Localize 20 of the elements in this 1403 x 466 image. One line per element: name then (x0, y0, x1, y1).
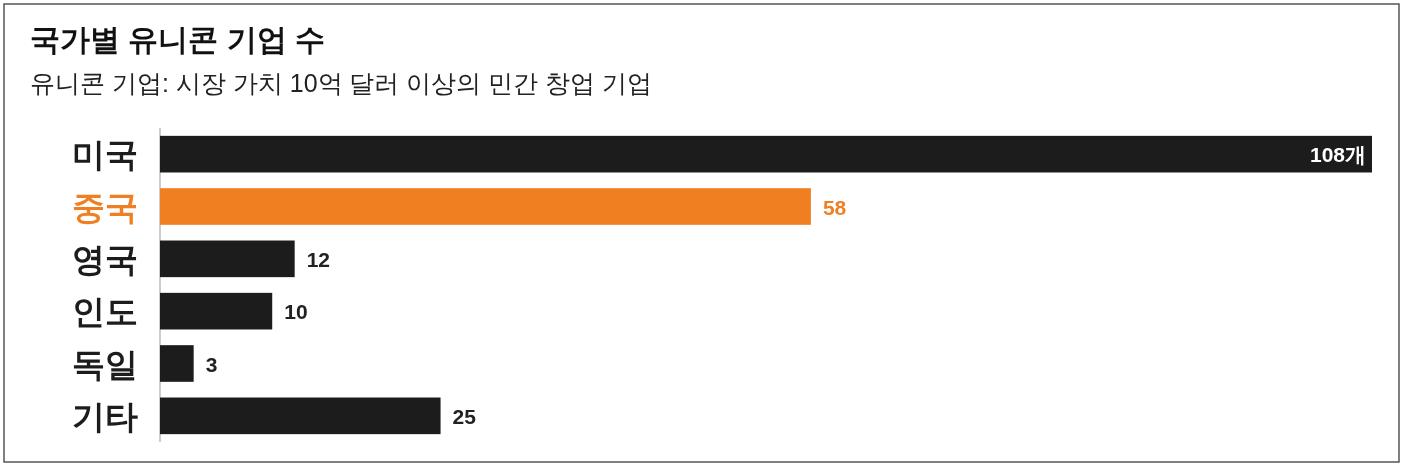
data-label: 3 (205, 352, 218, 376)
y-tick-label: 미국 (72, 136, 138, 174)
data-label: 12 (306, 247, 331, 271)
y-tick-label: 중국 (72, 188, 138, 226)
chart-title: 국가별 유니콘 기업 수 (30, 23, 326, 56)
y-tick-label: 독일 (72, 345, 138, 383)
y-tick-label: 인도 (72, 293, 138, 331)
y-tick-label: 영국 (72, 240, 138, 278)
data-label: 25 (452, 404, 477, 428)
data-label: 10 (284, 300, 308, 324)
data-label: 58 (822, 195, 847, 219)
y-tick-label: 기타 (72, 397, 138, 435)
bar (160, 188, 811, 225)
bar (160, 292, 273, 330)
bar (160, 135, 1372, 173)
bar (160, 345, 194, 382)
bar (160, 240, 295, 278)
data-label: 108개 (1309, 143, 1366, 167)
bar (160, 397, 441, 435)
chart-subtitle: 유니콘 기업: 시장 가치 10억 달러 이상의 민간 창업 기업 (30, 69, 653, 97)
